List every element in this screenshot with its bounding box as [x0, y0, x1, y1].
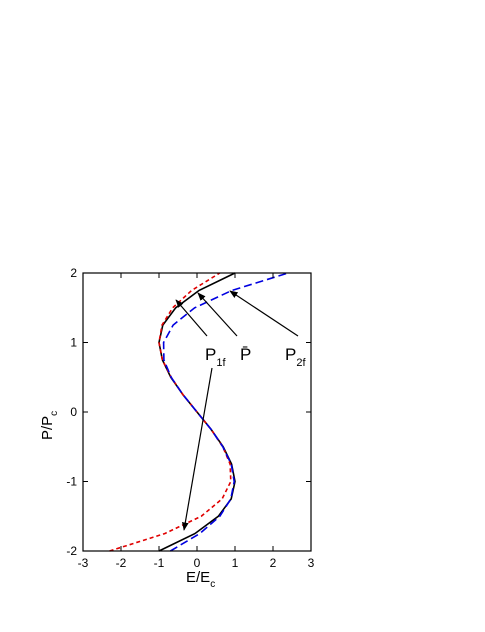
y-axis-label: P/Pc [39, 411, 60, 440]
arrow [181, 367, 213, 531]
annotation-text: P [285, 345, 296, 364]
y-tick-label: 2 [70, 266, 77, 280]
curve [109, 272, 232, 552]
x-label-text: E/E [186, 569, 210, 586]
annotation-sub: 1f [216, 357, 226, 369]
x-label-sub: c [210, 579, 215, 590]
x-tick-label: -1 [154, 556, 165, 570]
y-tick-label: -1 [66, 475, 77, 489]
x-tick-label: 3 [308, 556, 315, 570]
arrow [229, 290, 299, 337]
arrows [175, 290, 299, 531]
x-tick-label: 2 [270, 556, 277, 570]
x-axis-label: E/Ec [186, 569, 215, 590]
annotation: P2f [285, 345, 306, 369]
y-label-text: P/P [39, 416, 56, 440]
arrow [197, 292, 238, 337]
x-tick-label: 0 [194, 556, 201, 570]
y-tick-label: -2 [66, 544, 77, 558]
curves [109, 272, 289, 552]
x-tick-label: -2 [116, 556, 127, 570]
curve [162, 272, 289, 552]
x-tick-label: 1 [232, 556, 239, 570]
annotation: P1f [205, 345, 226, 369]
y-label-sub: c [49, 411, 60, 416]
annotation-text: P [205, 345, 216, 364]
annotation: P̄ [240, 345, 251, 364]
annotation-sub: 2f [296, 357, 306, 369]
x-tick-label: -3 [78, 556, 89, 570]
arrow [175, 299, 208, 337]
y-tick-label: 1 [70, 336, 77, 350]
y-tick-label: 0 [70, 405, 77, 419]
